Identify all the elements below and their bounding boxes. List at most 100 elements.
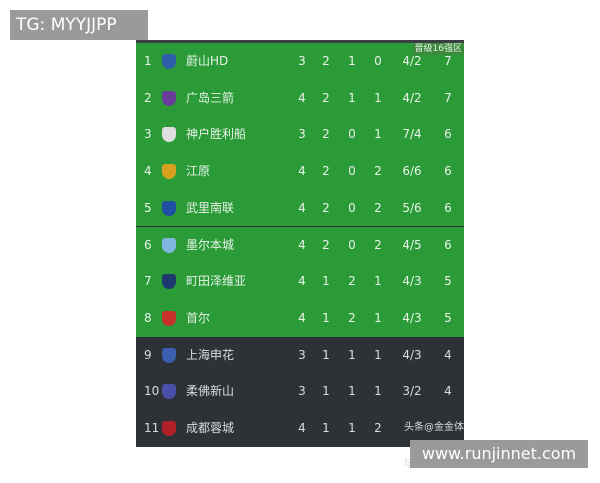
stat-gd: 3/2	[402, 384, 422, 399]
team-logo-icon	[162, 274, 176, 290]
watermark-top-left: TG: MYYJJPP	[10, 10, 148, 40]
stat-w: 2	[322, 164, 330, 179]
team-logo-icon	[162, 54, 176, 69]
stat-d: 1	[348, 384, 356, 399]
stat-pts: 6	[444, 200, 452, 215]
table-row[interactable]: 10 柔佛新山 3 1 1 1 3/2 4	[136, 373, 464, 410]
stat-gd: 4/2	[402, 54, 422, 68]
stat-pts: 6	[444, 164, 452, 179]
stat-d: 1	[348, 421, 356, 435]
stat-gd: 7/4	[402, 127, 422, 142]
watermark-last-row: 头条@金金体坛	[404, 422, 464, 470]
team-logo-icon	[162, 164, 176, 180]
stat-d: 0	[348, 200, 356, 215]
team-name: 武里南联	[186, 200, 235, 215]
stat-p: 3	[298, 347, 306, 362]
stat-gd: 5/6	[402, 200, 422, 215]
stat-pts: 7	[444, 90, 452, 105]
watermark-site: www.runjinnet.com	[410, 440, 588, 468]
team-name: 柔佛新山	[186, 384, 235, 399]
stat-l: 2	[374, 200, 382, 215]
stat-d: 1	[348, 90, 356, 105]
stat-p: 4	[298, 421, 306, 435]
stat-l: 1	[374, 90, 382, 105]
stat-p: 3	[298, 127, 306, 142]
stat-gd: 4/2	[402, 90, 422, 105]
table-row[interactable]: 7 町田泽维亚 4 1 2 1 4/3 5	[136, 263, 464, 300]
table-row[interactable]: 2 广岛三箭 4 2 1 1 4/2 7	[136, 79, 464, 117]
team-logo-icon	[162, 347, 176, 363]
stat-w: 1	[322, 384, 330, 399]
team-name: 墨尔本城	[186, 237, 235, 252]
table-row[interactable]: 6 墨尔本城 4 2 0 2 4/5 6	[136, 226, 464, 264]
team-logo-icon	[162, 90, 176, 106]
stat-p: 4	[298, 237, 306, 252]
table-row[interactable]: 9 上海申花 3 1 1 1 4/3 4	[136, 336, 464, 374]
table-row[interactable]: 4 江原 4 2 0 2 6/6 6	[136, 153, 464, 190]
team-logo-icon	[162, 384, 176, 400]
stat-l: 1	[374, 347, 382, 362]
team-logo-icon	[162, 421, 176, 436]
table-row[interactable]: 3 神户胜利船 3 2 0 1 7/4 6	[136, 116, 464, 154]
stat-p: 3	[298, 384, 306, 399]
stat-l: 2	[374, 164, 382, 179]
stat-gd: 4/3	[402, 310, 422, 325]
table-row[interactable]: 1 蔚山HD 3 2 1 0 4/2 7	[136, 43, 464, 80]
stat-l: 1	[374, 384, 382, 399]
rank: 2	[144, 90, 152, 105]
team-name: 神户胜利船	[186, 127, 247, 142]
stat-l: 1	[374, 274, 382, 289]
stat-d: 0	[348, 127, 356, 142]
rank: 9	[144, 347, 152, 362]
rank: 10	[144, 384, 160, 399]
team-logo-icon	[162, 127, 176, 143]
stat-d: 2	[348, 310, 356, 325]
stat-d: 1	[348, 54, 356, 68]
stat-w: 2	[322, 90, 330, 105]
team-logo-icon	[162, 237, 176, 253]
rank: 7	[144, 274, 152, 289]
rank: 11	[144, 421, 160, 435]
stat-w: 1	[322, 274, 330, 289]
stat-w: 2	[322, 127, 330, 142]
stat-gd: 4/3	[402, 347, 422, 362]
stat-p: 4	[298, 274, 306, 289]
team-name: 上海申花	[186, 347, 235, 362]
qualify-zone-label: 晋级16强区	[412, 43, 464, 55]
rank: 8	[144, 310, 152, 325]
stat-pts: 4	[444, 347, 452, 362]
table-top-bar	[136, 40, 464, 43]
team-name: 江原	[186, 164, 211, 179]
team-name: 蔚山HD	[186, 54, 229, 68]
stat-p: 4	[298, 200, 306, 215]
standings-table: 1 蔚山HD 3 2 1 0 4/2 7 2 广岛三箭 4 2 1 1 4/2 7 3 神户胜利船 3 2 0 1 7…	[136, 40, 464, 470]
stat-w: 2	[322, 237, 330, 252]
stat-gd: 6/6	[402, 164, 422, 179]
stat-gd: 4/5	[402, 237, 422, 252]
rank: 5	[144, 200, 152, 215]
team-logo-icon	[162, 310, 176, 326]
stat-w: 2	[322, 200, 330, 215]
stat-d: 2	[348, 274, 356, 289]
table-row[interactable]: 11 成都蓉城 4 1 1 2 头条@金金体坛	[136, 410, 464, 470]
stat-l: 2	[374, 421, 382, 435]
stat-l: 2	[374, 237, 382, 252]
stat-l: 1	[374, 127, 382, 142]
team-name: 成都蓉城	[186, 421, 235, 435]
stat-p: 4	[298, 164, 306, 179]
stat-pts: 7	[444, 54, 452, 68]
team-name: 广岛三箭	[186, 90, 235, 105]
stat-p: 3	[298, 54, 306, 68]
stat-l: 0	[374, 54, 382, 68]
table-row[interactable]: 5 武里南联 4 2 0 2 5/6 6	[136, 189, 464, 227]
table-row[interactable]: 8 首尔 4 1 2 1 4/3 5	[136, 299, 464, 337]
stat-pts: 5	[444, 274, 452, 289]
rank: 6	[144, 237, 152, 252]
stat-p: 4	[298, 90, 306, 105]
stat-gd: 4/3	[402, 274, 422, 289]
rank: 1	[144, 54, 152, 68]
stat-w: 2	[322, 54, 330, 68]
stat-d: 1	[348, 347, 356, 362]
stat-pts: 5	[444, 310, 452, 325]
rank: 3	[144, 127, 152, 142]
